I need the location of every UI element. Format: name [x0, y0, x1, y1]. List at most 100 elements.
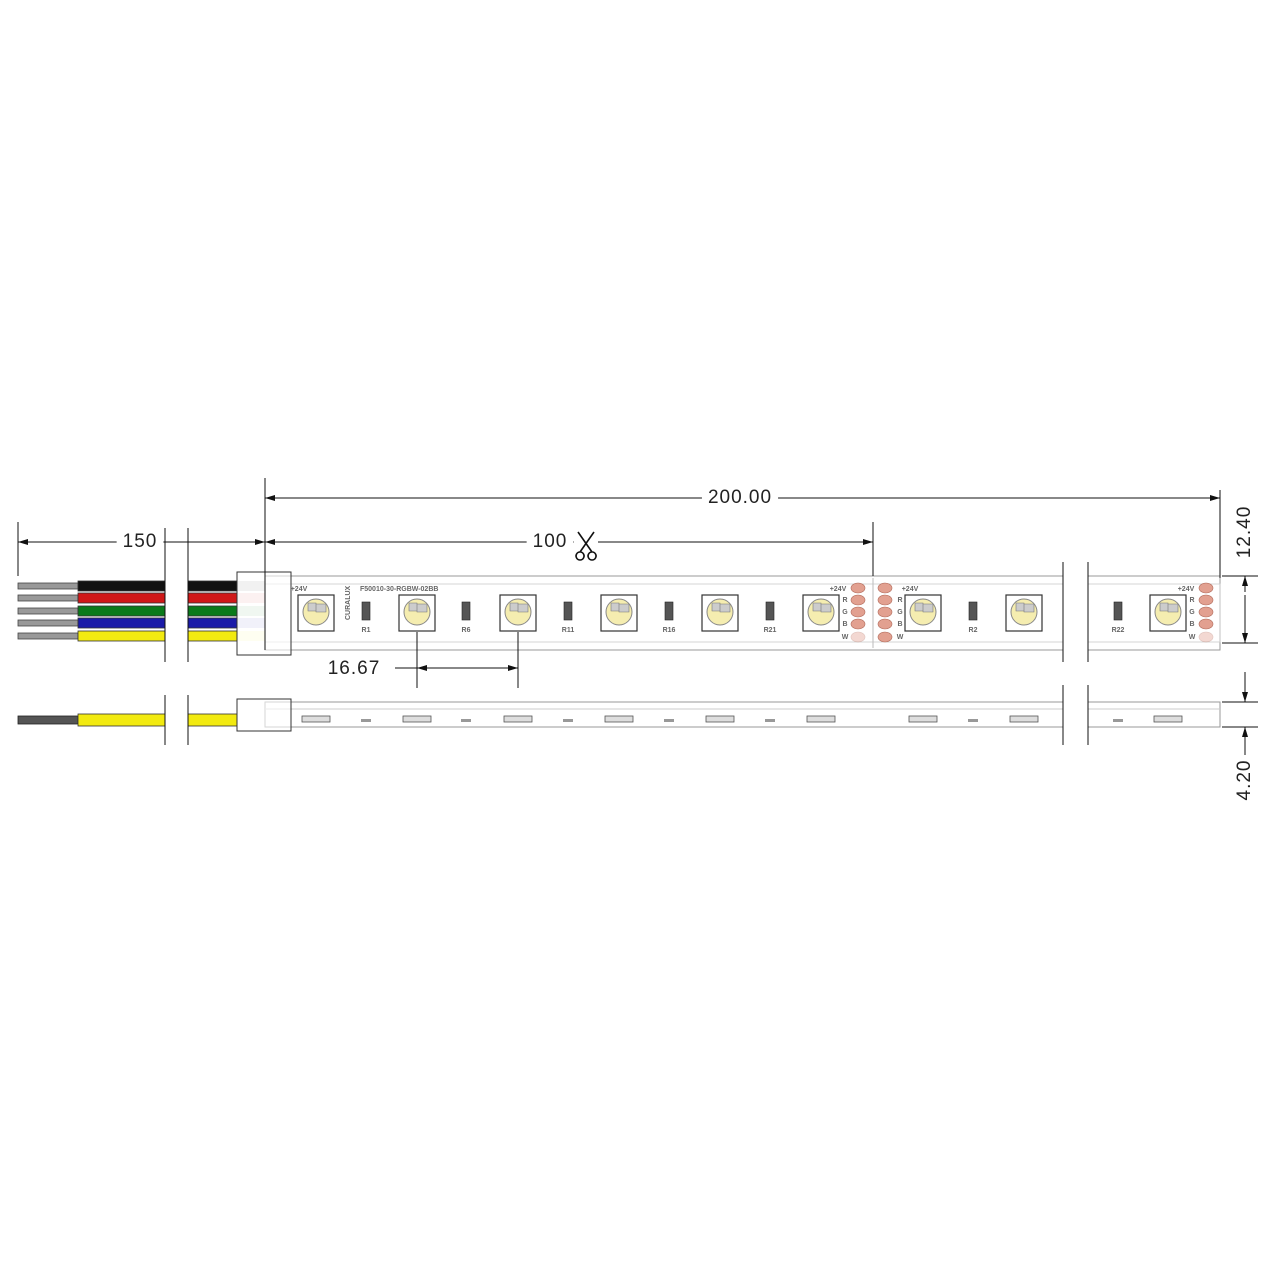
pad-label: B — [1189, 621, 1194, 628]
wire-tip — [17, 619, 79, 627]
pad-label: W — [1189, 634, 1196, 641]
pad-label: B — [897, 621, 902, 628]
label-bg — [701, 487, 779, 509]
wire-tip — [17, 607, 79, 615]
solder-pad — [877, 618, 893, 630]
wire-tip — [17, 594, 79, 602]
resistor-label: R22 — [1112, 627, 1125, 634]
pad-label: R — [842, 597, 847, 604]
solder-pad — [1198, 631, 1214, 643]
wire-tip — [17, 715, 79, 725]
wire — [187, 605, 238, 617]
wire — [187, 630, 238, 642]
led-side — [908, 715, 938, 723]
resistor-side — [1113, 719, 1123, 722]
solder-pad — [1198, 606, 1214, 618]
label-bg — [526, 531, 574, 553]
wire — [187, 713, 238, 727]
supply-label: +24V — [291, 586, 308, 593]
pad-label: G — [897, 609, 903, 616]
led-side — [402, 715, 432, 723]
wire — [187, 617, 238, 629]
pad-label: R — [1189, 597, 1194, 604]
wire — [187, 592, 238, 604]
solder-pad — [850, 606, 866, 618]
led-side — [705, 715, 735, 723]
led-chip — [711, 602, 731, 613]
solder-pad — [1198, 618, 1214, 630]
resistor-label: R21 — [764, 627, 777, 634]
resistor-label: R11 — [562, 627, 575, 634]
dimension-label: 100 — [533, 531, 568, 552]
resistor-side — [664, 719, 674, 722]
pad-label: G — [842, 609, 848, 616]
led-side — [806, 715, 836, 723]
solder-pad — [877, 606, 893, 618]
resistor-side — [361, 719, 371, 722]
dimension-label: 150 — [123, 531, 158, 552]
led-chip — [307, 602, 327, 613]
connector-side — [236, 698, 292, 732]
label-bg — [116, 531, 164, 553]
resistor — [361, 601, 371, 621]
scissors-icon — [575, 531, 597, 561]
dimension-label: 200.00 — [708, 487, 772, 508]
solder-pad — [877, 582, 893, 594]
brand: CURALUX — [345, 585, 352, 620]
strip-side — [1087, 701, 1221, 728]
dimension-label: 12.40 — [1234, 506, 1255, 559]
wire — [77, 605, 166, 617]
supply-label: +24V — [902, 586, 919, 593]
resistor — [461, 601, 471, 621]
resistor — [1113, 601, 1123, 621]
solder-pad — [850, 594, 866, 606]
led-chip — [610, 602, 630, 613]
wire-tip — [17, 632, 79, 640]
led-side — [503, 715, 533, 723]
pad-label: W — [897, 634, 904, 641]
led-chip — [812, 602, 832, 613]
solder-pad — [1198, 594, 1214, 606]
resistor-side — [563, 719, 573, 722]
resistor-side — [968, 719, 978, 722]
led-chip — [914, 602, 934, 613]
solder-pad — [850, 582, 866, 594]
wire — [77, 617, 166, 629]
pad-label: W — [842, 634, 849, 641]
solder-pad — [850, 618, 866, 630]
led-chip — [408, 602, 428, 613]
resistor-label: R6 — [462, 627, 471, 634]
wire — [77, 580, 166, 592]
supply-label: +24V — [830, 586, 847, 593]
resistor-label: R2 — [969, 627, 978, 634]
resistor — [765, 601, 775, 621]
pad-label: B — [842, 621, 847, 628]
strip-side — [264, 701, 1064, 728]
led-side — [604, 715, 634, 723]
solder-pad — [877, 594, 893, 606]
connector — [236, 571, 292, 656]
led-chip — [1015, 602, 1035, 613]
wire — [187, 580, 238, 592]
led-side — [1009, 715, 1039, 723]
resistor-label: R16 — [663, 627, 676, 634]
resistor — [563, 601, 573, 621]
pad-label: R — [897, 597, 902, 604]
resistor — [664, 601, 674, 621]
solder-pad — [850, 631, 866, 643]
led-chip — [509, 602, 529, 613]
led-chip — [1159, 602, 1179, 613]
solder-pad — [877, 631, 893, 643]
resistor-label: R1 — [362, 627, 371, 634]
resistor-side — [461, 719, 471, 722]
dimension-label: 16.67 — [328, 658, 381, 679]
resistor-side — [765, 719, 775, 722]
solder-pad — [1198, 582, 1214, 594]
led-side — [1153, 715, 1183, 723]
wire-tip — [17, 582, 79, 590]
wire — [77, 630, 166, 642]
dimension-label: 4.20 — [1234, 760, 1255, 801]
part-number: F50010-30-RGBW-02BB — [360, 586, 438, 593]
